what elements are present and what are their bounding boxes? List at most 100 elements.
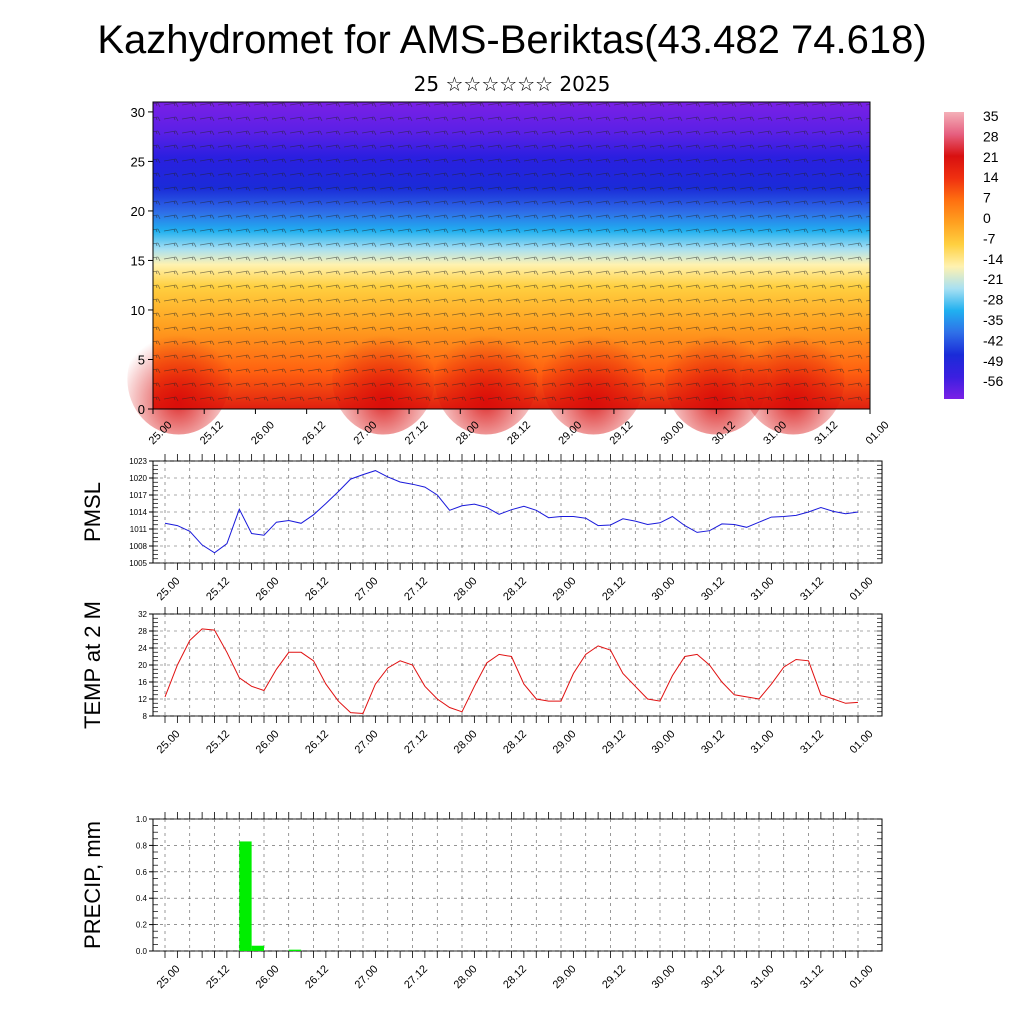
x-tick-label: 27.12 [402,728,430,756]
y-tick-label: 8 [143,712,148,721]
series-line [164,628,859,715]
y-tick-label: 15 [131,253,145,268]
y-tick-label: 25 [131,154,145,169]
y-axis-title: PRECIP, mm [80,821,105,949]
x-tick-label: 01.00 [848,575,876,603]
y-tick-label: 1008 [129,542,147,551]
x-tick-label: 31.12 [798,575,826,603]
x-tick-label: 25.00 [155,963,183,991]
x-tick-label: 25.00 [155,728,183,756]
y-tick-label: 0.2 [136,921,148,930]
y-tick-label: 16 [138,678,147,687]
x-tick-label: 26.00 [254,728,282,756]
y-tick-label: 0.4 [136,894,148,903]
x-tick-label: 26.00 [254,575,282,603]
x-tick-label: 30.00 [650,963,678,991]
y-tick-label: 0.6 [136,868,148,877]
x-tick-label: 29.00 [551,728,579,756]
colorbar-label: -7 [983,230,996,246]
panel-frame [152,818,883,952]
colorbar-label: -56 [983,373,1003,389]
y-tick-label: 1023 [129,457,147,466]
y-tick-label: 24 [138,644,147,653]
x-tick-label: 25.12 [204,728,232,756]
y-tick-label: 1005 [129,559,147,568]
precip-bar [288,949,302,951]
x-tick-label: 31.00 [749,728,777,756]
x-tick-label: 28.12 [501,575,529,603]
x-tick-label: 26.00 [254,963,282,991]
x-tick-label: 25.00 [155,575,183,603]
y-tick-label: 1.0 [136,815,148,824]
y-tick-label: 30 [131,105,145,120]
precip-panel: 0.0 0.2 0.4 0.6 0.8 1.0 25.00 25.12 26.00 26.12 27… [80,812,883,991]
x-tick-label: 31.12 [798,963,826,991]
x-tick-label: 25.12 [204,963,232,991]
x-tick-label: 27.12 [402,963,430,991]
y-tick-label: 0.8 [136,841,148,850]
x-tick-label: 26.12 [300,419,328,447]
x-tick-label: 29.00 [551,575,579,603]
x-tick-label: 29.12 [600,728,628,756]
colorbar-label: 28 [983,128,999,144]
y-tick-label: 32 [138,610,147,619]
x-tick-label: 27.00 [353,963,381,991]
x-tick-label: 29.12 [600,963,628,991]
y-tick-label: 12 [138,695,147,704]
y-tick-label: 0 [138,402,145,417]
y-tick-label: 20 [131,204,145,219]
x-tick-label: 28.00 [452,728,480,756]
y-tick-label: 1017 [129,491,147,500]
x-tick-label: 28.00 [452,575,480,603]
colorbar: 35 28 21 14 7 0 -7 -14 -21 -28 -35 -42 -49 -56 [944,108,1003,399]
colorbar-label: -49 [983,353,1003,369]
temp-panel: 8 12 16 20 24 28 32 25.00 25.12 26.00 26.12 27.00 27… [80,601,883,756]
colorbar-fill [944,112,964,399]
x-tick-label: 27.12 [402,575,430,603]
x-tick-label: 26.00 [249,419,277,447]
y-tick-label: 0.0 [136,947,148,956]
y-tick-label: 5 [138,352,145,367]
colorbar-label: -35 [983,312,1003,328]
x-tick-label: 01.00 [848,728,876,756]
x-tick-label: 29.12 [600,575,628,603]
y-axis-title: PMSL [80,482,105,542]
chart-subtitle: 25 ☆☆☆☆☆☆ 2025 [413,72,611,96]
x-tick-label: 28.00 [452,963,480,991]
x-tick-label: 01.00 [848,963,876,991]
colorbar-label: -42 [983,332,1003,348]
x-tick-label: 26.12 [303,728,331,756]
x-tick-label: 31.00 [749,575,777,603]
x-tick-label: 30.12 [699,575,727,603]
pmsl-panel: 1005 1008 1011 1014 1017 1020 1023 25.00 25.12 26… [80,454,883,603]
x-tick-label: 30.12 [699,728,727,756]
wind-barbs-overlay [153,102,870,409]
series-line [164,470,859,554]
x-tick-label: 30.00 [650,728,678,756]
colorbar-label: -21 [983,271,1003,287]
x-tick-label: 27.00 [353,728,381,756]
colorbar-label: 0 [983,210,991,226]
x-tick-label: 28.12 [501,963,529,991]
colorbar-label: -14 [983,251,1003,267]
x-tick-label: 30.00 [659,419,687,447]
x-tick-label: 27.00 [353,575,381,603]
colorbar-label: -28 [983,292,1003,308]
y-tick-label: 20 [138,661,147,670]
x-tick-label: 31.12 [798,728,826,756]
colorbar-label: 21 [983,149,999,165]
y-axis-title: TEMP at 2 M [80,601,105,729]
x-tick-label: 26.12 [303,575,331,603]
heatmap-y-axis: 0 5 10 15 20 25 30 [131,105,153,417]
colorbar-label: 35 [983,108,999,124]
x-tick-label: 31.00 [749,963,777,991]
chart-title: Kazhydromet for AMS-Beriktas(43.482 74.6… [97,18,927,62]
x-tick-label: 28.12 [501,728,529,756]
precip-bar [251,945,264,951]
x-tick-label: 29.00 [551,963,579,991]
x-tick-label: 26.12 [303,963,331,991]
x-tick-label: 30.12 [699,963,727,991]
colorbar-labels: 35 28 21 14 7 0 -7 -14 -21 -28 -35 -42 -49 -56 [983,108,1003,389]
